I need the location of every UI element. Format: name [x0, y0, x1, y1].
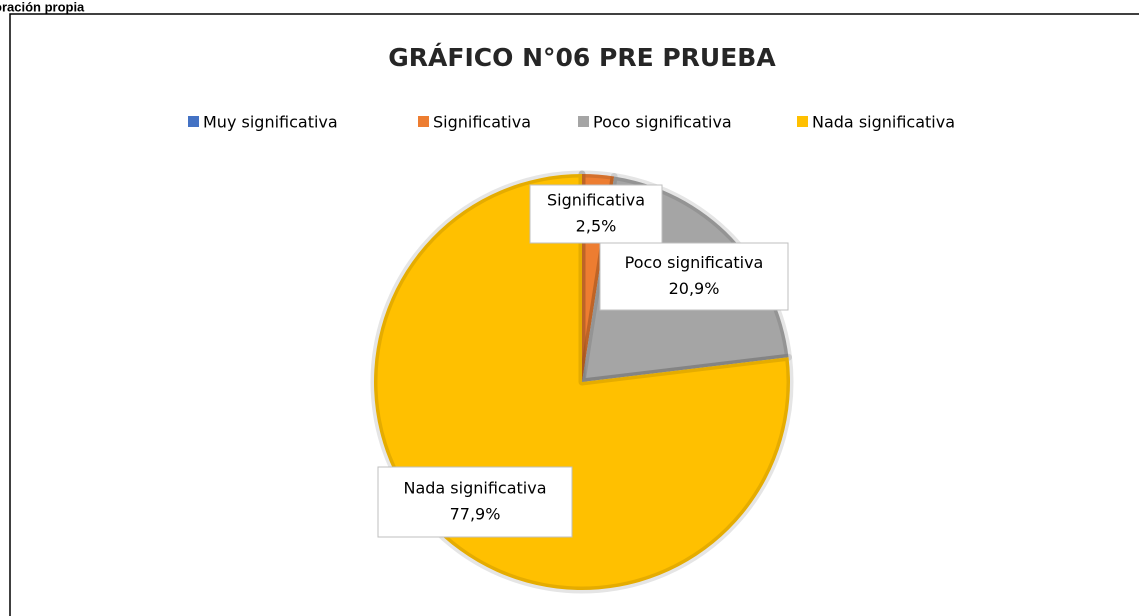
- label-value: 77,9%: [450, 505, 501, 524]
- label-value: 2,5%: [576, 217, 617, 236]
- legend-swatch: [188, 116, 199, 127]
- legend-label: Nada significativa: [812, 113, 955, 132]
- label-box: [529, 184, 663, 244]
- source-note: oración propia: [0, 0, 85, 14]
- chart-title: GRÁFICO N°06 PRE PRUEBA: [388, 43, 776, 72]
- legend: Muy significativa Significativa Poco signi…: [188, 113, 955, 132]
- legend-swatch: [578, 116, 589, 127]
- label-value: 20,9%: [669, 279, 720, 298]
- label-category: Poco significativa: [625, 253, 764, 272]
- legend-swatch: [797, 116, 808, 127]
- label-box: [377, 466, 573, 538]
- label-box: [599, 242, 789, 311]
- legend-label: Poco significativa: [593, 113, 732, 132]
- legend-label: Significativa: [433, 113, 531, 132]
- legend-swatch: [418, 116, 429, 127]
- data-labels: Significativa 2,5% Poco significativa 20,9%…: [377, 184, 789, 538]
- label-category: Significativa: [547, 191, 645, 210]
- label-category: Nada significativa: [403, 479, 546, 498]
- legend-label: Muy significativa: [203, 113, 338, 132]
